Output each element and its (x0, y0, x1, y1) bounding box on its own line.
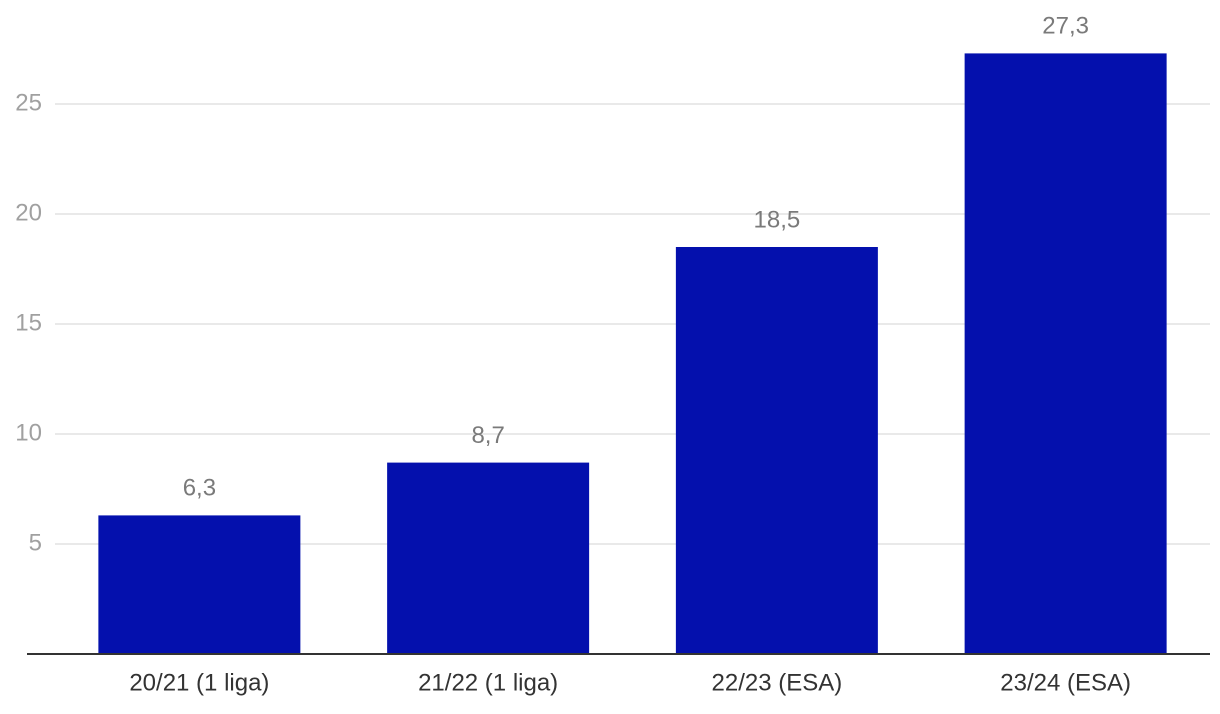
value-label: 6,3 (183, 475, 216, 502)
value-label: 18,5 (754, 206, 801, 233)
bar (675, 247, 878, 654)
y-tick-label: 5 (29, 529, 42, 556)
bar (964, 53, 1167, 654)
bar (387, 462, 590, 654)
y-tick-label: 15 (15, 309, 42, 336)
x-tick-label: 22/23 (ESA) (712, 669, 843, 696)
y-tick-label: 25 (15, 89, 42, 116)
x-tick-label: 20/21 (1 liga) (129, 669, 269, 696)
bar (98, 515, 301, 654)
y-tick-label: 20 (15, 199, 42, 226)
y-tick-label: 10 (15, 419, 42, 446)
value-label: 27,3 (1042, 13, 1089, 40)
x-tick-label: 21/22 (1 liga) (418, 669, 558, 696)
value-label: 8,7 (471, 422, 504, 449)
x-tick-label: 23/24 (ESA) (1000, 669, 1131, 696)
